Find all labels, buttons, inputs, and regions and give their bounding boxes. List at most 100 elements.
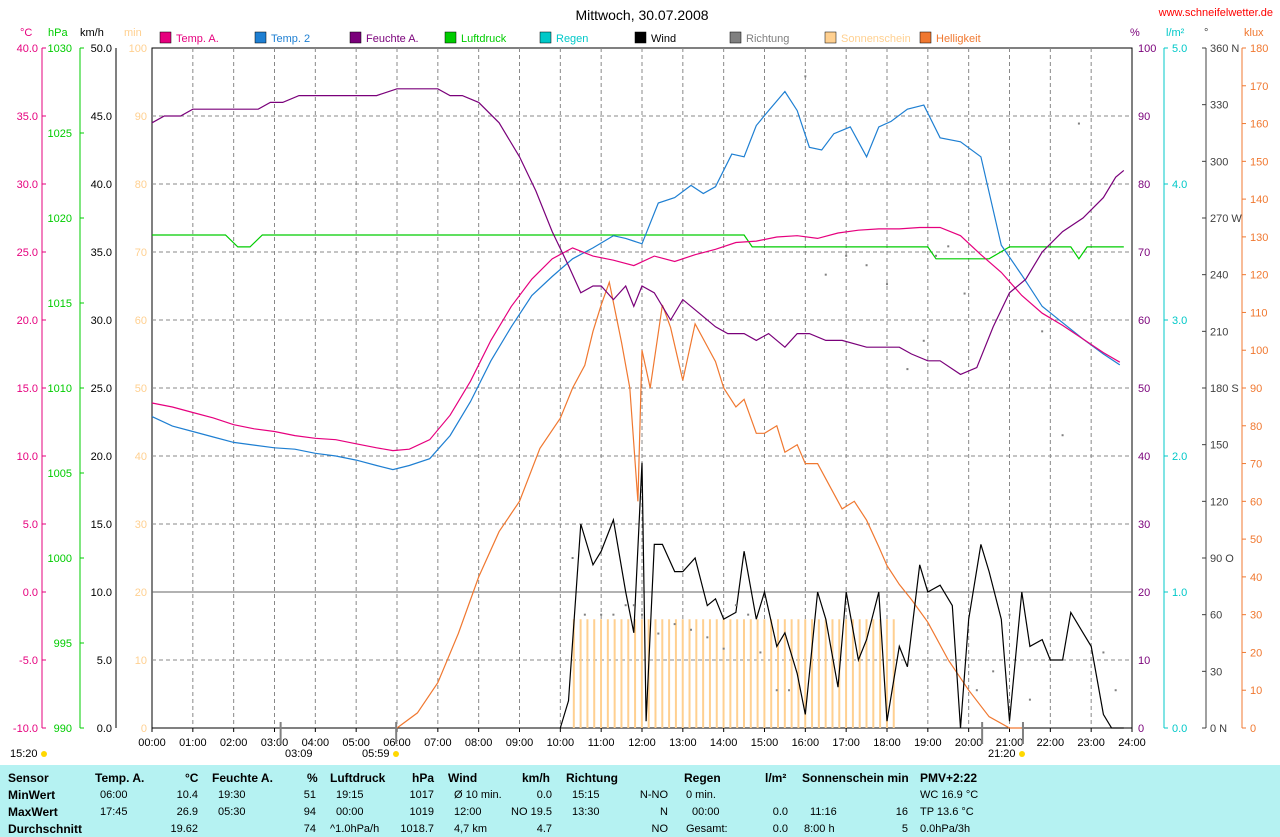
direction-dot bbox=[935, 254, 937, 257]
lux-tick-label: 180 bbox=[1250, 43, 1268, 55]
legend-entry: Richtung bbox=[746, 33, 789, 45]
direction-dot bbox=[992, 670, 995, 673]
temp-tick-label: 0.0 bbox=[23, 587, 38, 599]
lux-tick-label: 60 bbox=[1250, 496, 1262, 508]
pmv-dewpoint: TP 13.6 °C bbox=[920, 806, 974, 818]
lux-tick-label: 0 bbox=[1250, 723, 1256, 735]
humidity-tick-label: 60 bbox=[1138, 315, 1150, 327]
sunmin-tick-label: 0 bbox=[141, 723, 147, 735]
direction-dot bbox=[975, 689, 978, 692]
lux-tick-label: 140 bbox=[1250, 194, 1268, 206]
direction-tick-label: 0 N bbox=[1210, 723, 1227, 735]
sun-icon bbox=[1019, 751, 1025, 757]
legend-entry: Luftdruck bbox=[461, 33, 507, 45]
direction-tick-label: 300 bbox=[1210, 156, 1228, 168]
wind-tick-label: 10.0 bbox=[91, 587, 112, 599]
rain-unit: l/m² bbox=[765, 771, 787, 785]
direction-dot bbox=[673, 623, 676, 626]
hum-header: Feuchte A. bbox=[212, 771, 273, 785]
temp-max-val: 26.9 bbox=[176, 806, 198, 818]
wind-min-val: 0.0 bbox=[536, 789, 552, 801]
direction-tick-label: 270 W bbox=[1210, 213, 1242, 225]
legend-swatch bbox=[729, 31, 742, 44]
direction-dot bbox=[1061, 434, 1064, 437]
time-tick-label: 23:00 bbox=[1077, 737, 1105, 749]
direction-dot bbox=[788, 689, 790, 692]
hum-unit: % bbox=[307, 771, 318, 785]
legend-swatch bbox=[444, 31, 457, 44]
lux-tick-label: 110 bbox=[1250, 307, 1268, 319]
lux-tick-label: 80 bbox=[1250, 421, 1262, 433]
pressure-tick-label: 1005 bbox=[48, 468, 72, 480]
legend-entry: Temp. A. bbox=[176, 33, 219, 45]
hum-max-val: 94 bbox=[303, 806, 316, 818]
legend-swatch bbox=[349, 31, 362, 44]
direction-unit-label: ° bbox=[1204, 27, 1208, 39]
direction-tick-label: 210 bbox=[1210, 326, 1228, 338]
time-tick-label: 22:00 bbox=[1037, 737, 1065, 749]
time-tick-label: 17:00 bbox=[832, 737, 860, 749]
rain-total-label: Gesamt: bbox=[686, 823, 728, 835]
wind-tick-label: 40.0 bbox=[91, 179, 112, 191]
avg-row-label: Durchschnitt bbox=[8, 822, 83, 836]
temp-min-val: 10.4 bbox=[176, 789, 198, 801]
time-tick-label: 24:00 bbox=[1118, 737, 1146, 749]
sun-avg-val: 5 bbox=[901, 823, 908, 835]
temp-unit: °C bbox=[185, 771, 199, 785]
pressure-tick-label: 1000 bbox=[48, 553, 72, 565]
sunmin-tick-label: 20 bbox=[135, 587, 147, 599]
humidity-unit-label: % bbox=[1130, 27, 1140, 39]
direction-dot bbox=[624, 604, 627, 607]
wind-avg-label: Ø 10 min. bbox=[454, 789, 502, 801]
wind-tick-label: 50.0 bbox=[91, 43, 112, 55]
chart-title: Mittwoch, 30.07.2008 bbox=[575, 7, 708, 23]
rain-tick-label: 3.0 bbox=[1172, 315, 1187, 327]
legend-swatch bbox=[824, 31, 837, 44]
dir-max-val: N bbox=[660, 806, 668, 818]
current-time-label: 15:20 bbox=[10, 748, 38, 760]
temp-avg-val: 19.62 bbox=[170, 823, 198, 835]
temp-tick-label: 5.0 bbox=[23, 519, 38, 531]
humidity-tick-label: 30 bbox=[1138, 519, 1150, 531]
direction-dot bbox=[747, 613, 750, 616]
direction-dot bbox=[804, 75, 807, 78]
wind-header: Wind bbox=[448, 771, 478, 785]
hum-avg-val: 74 bbox=[303, 823, 316, 835]
humidity-tick-label: 40 bbox=[1138, 451, 1150, 463]
series-line bbox=[151, 90, 1121, 471]
lux-tick-label: 20 bbox=[1250, 647, 1262, 659]
time-tick-label: 07:00 bbox=[424, 737, 452, 749]
time-tick-label: 02:00 bbox=[220, 737, 248, 749]
time-tick-label: 16:00 bbox=[792, 737, 820, 749]
legend: Temp. A. Temp. 2 Feuchte A. Luftdruck Regen W… bbox=[159, 31, 981, 45]
temp-unit-label: °C bbox=[20, 27, 32, 39]
wind-tick-label: 25.0 bbox=[91, 383, 112, 395]
time-tick-label: 20:00 bbox=[955, 737, 983, 749]
pressure-tick-label: 1025 bbox=[48, 128, 72, 140]
direction-dot bbox=[963, 292, 966, 295]
rain-header: Regen bbox=[684, 771, 721, 785]
rain-unit-label: l/m² bbox=[1166, 27, 1185, 39]
humidity-tick-label: 0 bbox=[1138, 723, 1144, 735]
temp-tick-label: 30.0 bbox=[17, 179, 38, 191]
press-min-val: 1017 bbox=[409, 789, 434, 801]
direction-dot bbox=[824, 273, 827, 276]
wind-unit: km/h bbox=[522, 771, 551, 785]
pressure-tick-label: 990 bbox=[54, 723, 72, 735]
direction-tick-label: 360 N bbox=[1210, 43, 1239, 55]
sun-icon bbox=[41, 751, 47, 757]
rain-tick-label: 1.0 bbox=[1172, 587, 1187, 599]
moonrise-label: 03:09 bbox=[285, 748, 313, 760]
time-tick-label: 15:00 bbox=[751, 737, 779, 749]
rain-duration: 0 min. bbox=[686, 789, 716, 801]
hum-max-time: 05:30 bbox=[218, 806, 246, 818]
direction-tick-label: 180 S bbox=[1210, 383, 1239, 395]
direction-dot bbox=[1077, 122, 1080, 125]
humidity-tick-label: 90 bbox=[1138, 111, 1150, 123]
temp-max-time: 17:45 bbox=[100, 806, 128, 818]
sun-max-val: 16 bbox=[895, 806, 908, 818]
time-tick-label: 13:00 bbox=[669, 737, 697, 749]
lux-tick-label: 100 bbox=[1250, 345, 1268, 357]
site-link[interactable]: www.schneifelwetter.de bbox=[1158, 7, 1273, 19]
direction-dot bbox=[886, 283, 888, 286]
